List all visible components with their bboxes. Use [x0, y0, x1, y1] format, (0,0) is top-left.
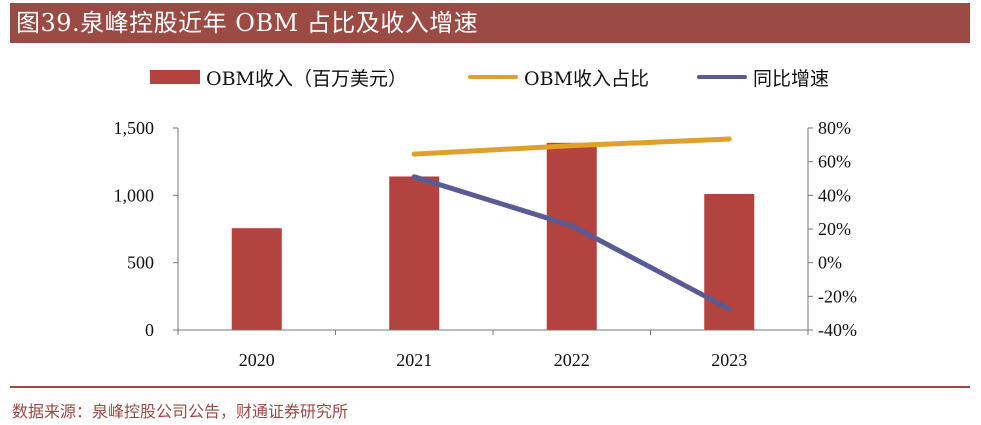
right-tick-label: 80% — [818, 118, 851, 138]
legend-label-obm-share: OBM收入占比 — [524, 67, 649, 90]
point-series-0-2023 — [726, 136, 732, 142]
footer-divider — [10, 386, 970, 388]
legend-swatch-obm-share — [468, 75, 518, 79]
right-tick-label: 20% — [818, 219, 851, 239]
right-tick-label: -40% — [818, 320, 857, 340]
right-tick-label: -20% — [818, 286, 857, 306]
bar-2020 — [231, 228, 282, 330]
right-tick-label: 60% — [818, 152, 851, 172]
legend-item-yoy-growth: 同比增速 — [697, 62, 829, 92]
right-tick-label: 40% — [818, 185, 851, 205]
point-series-1-2021 — [411, 174, 417, 180]
legend-swatch-obm-revenue — [150, 70, 200, 84]
point-series-1-2022 — [569, 223, 575, 229]
legend-label-yoy-growth: 同比增速 — [753, 67, 830, 90]
x-tick-label: 2023 — [711, 350, 747, 370]
point-series-1-2023 — [726, 306, 732, 312]
point-series-0-2021 — [411, 151, 417, 157]
legend: OBM收入（百万美元） OBM收入占比 同比增速 — [0, 62, 981, 92]
left-tick-label: 0 — [145, 320, 154, 340]
left-tick-label: 1,500 — [114, 118, 155, 138]
x-tick-label: 2021 — [396, 350, 432, 370]
point-series-0-2022 — [569, 143, 575, 149]
bar-2021 — [389, 176, 440, 330]
right-tick-label: 0% — [818, 253, 842, 273]
left-tick-label: 1,000 — [114, 185, 155, 205]
chart-title: 图39.泉峰控股近年 OBM 占比及收入增速 — [10, 3, 970, 43]
x-tick-label: 2022 — [554, 350, 590, 370]
x-tick-label: 2020 — [239, 350, 275, 370]
legend-item-obm-revenue: OBM收入（百万美元） — [150, 62, 407, 92]
data-source: 数据来源：泉峰控股公司公告，财通证券研究所 — [12, 402, 349, 421]
left-tick-label: 500 — [127, 253, 154, 273]
legend-swatch-yoy-growth — [697, 75, 747, 79]
legend-item-obm-share: OBM收入占比 — [468, 62, 649, 92]
legend-label-obm-revenue: OBM收入（百万美元） — [206, 67, 407, 90]
